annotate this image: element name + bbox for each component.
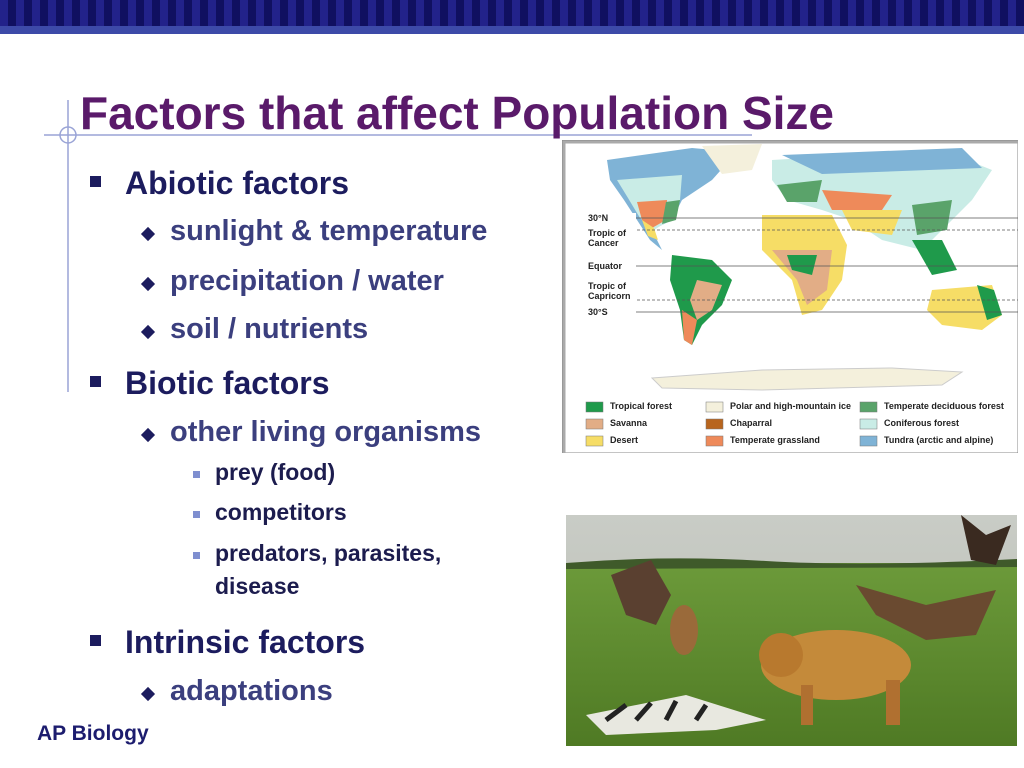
latitude-label: Tropic of Cancer: [588, 228, 636, 248]
legend-label: Tropical forest: [610, 401, 673, 411]
legend-swatch: [585, 401, 604, 413]
bullet-level-2: soil / nutrients: [170, 313, 369, 345]
legend-label: Chaparral: [730, 418, 773, 428]
latitude-label: Tropic of Capricorn: [588, 281, 636, 301]
legend-label: Temperate grassland: [730, 435, 820, 445]
bullet-level-1: Abiotic factors: [125, 165, 350, 201]
bullet-marker: [90, 176, 101, 187]
latitude-label: Equator: [588, 261, 636, 271]
legend-swatch: [859, 401, 878, 413]
slide-title: Factors that affect Population Size: [80, 87, 834, 139]
latitude-label: 30°N: [588, 213, 636, 223]
latitude-label: 30°S: [588, 307, 636, 317]
legend-swatch: [859, 435, 878, 447]
legend-label: Savanna: [610, 418, 648, 428]
bullet-level-3: competitors: [215, 499, 347, 525]
top-bar: [0, 0, 1024, 34]
legend-label: Polar and high-mountain ice: [730, 401, 852, 411]
legend-swatch: [585, 435, 604, 447]
bullet-level-2: sunlight & temperature: [170, 215, 488, 247]
bullet-marker: [90, 635, 101, 646]
bullet-level-2: other living organisms: [170, 416, 481, 448]
legend-label: Coniferous forest: [884, 418, 960, 428]
legend-label: Temperate deciduous forest: [884, 401, 1004, 411]
bullet-marker: [90, 376, 101, 387]
legend-swatch: [585, 418, 604, 430]
bullet-level-1: Intrinsic factors: [125, 624, 366, 660]
legend-swatch: [705, 418, 724, 430]
legend-swatch: [705, 435, 724, 447]
bullet-marker: [193, 552, 200, 559]
bullet-level-3: predators, parasites, disease: [215, 540, 442, 599]
legend-swatch: [859, 418, 878, 430]
bullet-level-2: precipitation / water: [170, 265, 444, 297]
wildlife-photo: [566, 515, 1017, 746]
legend-label: Tundra (arctic and alpine): [884, 435, 994, 445]
legend-label: Desert: [610, 435, 639, 445]
bullet-level-3: prey (food): [215, 459, 336, 485]
legend-swatch: [705, 401, 724, 413]
bullet-marker: [193, 471, 200, 478]
bullet-level-2: adaptations: [170, 675, 333, 707]
bullet-level-1: Biotic factors: [125, 365, 330, 401]
footer: AP Biology: [37, 722, 149, 745]
bullet-marker: [193, 511, 200, 518]
biome-map: [562, 140, 1018, 453]
